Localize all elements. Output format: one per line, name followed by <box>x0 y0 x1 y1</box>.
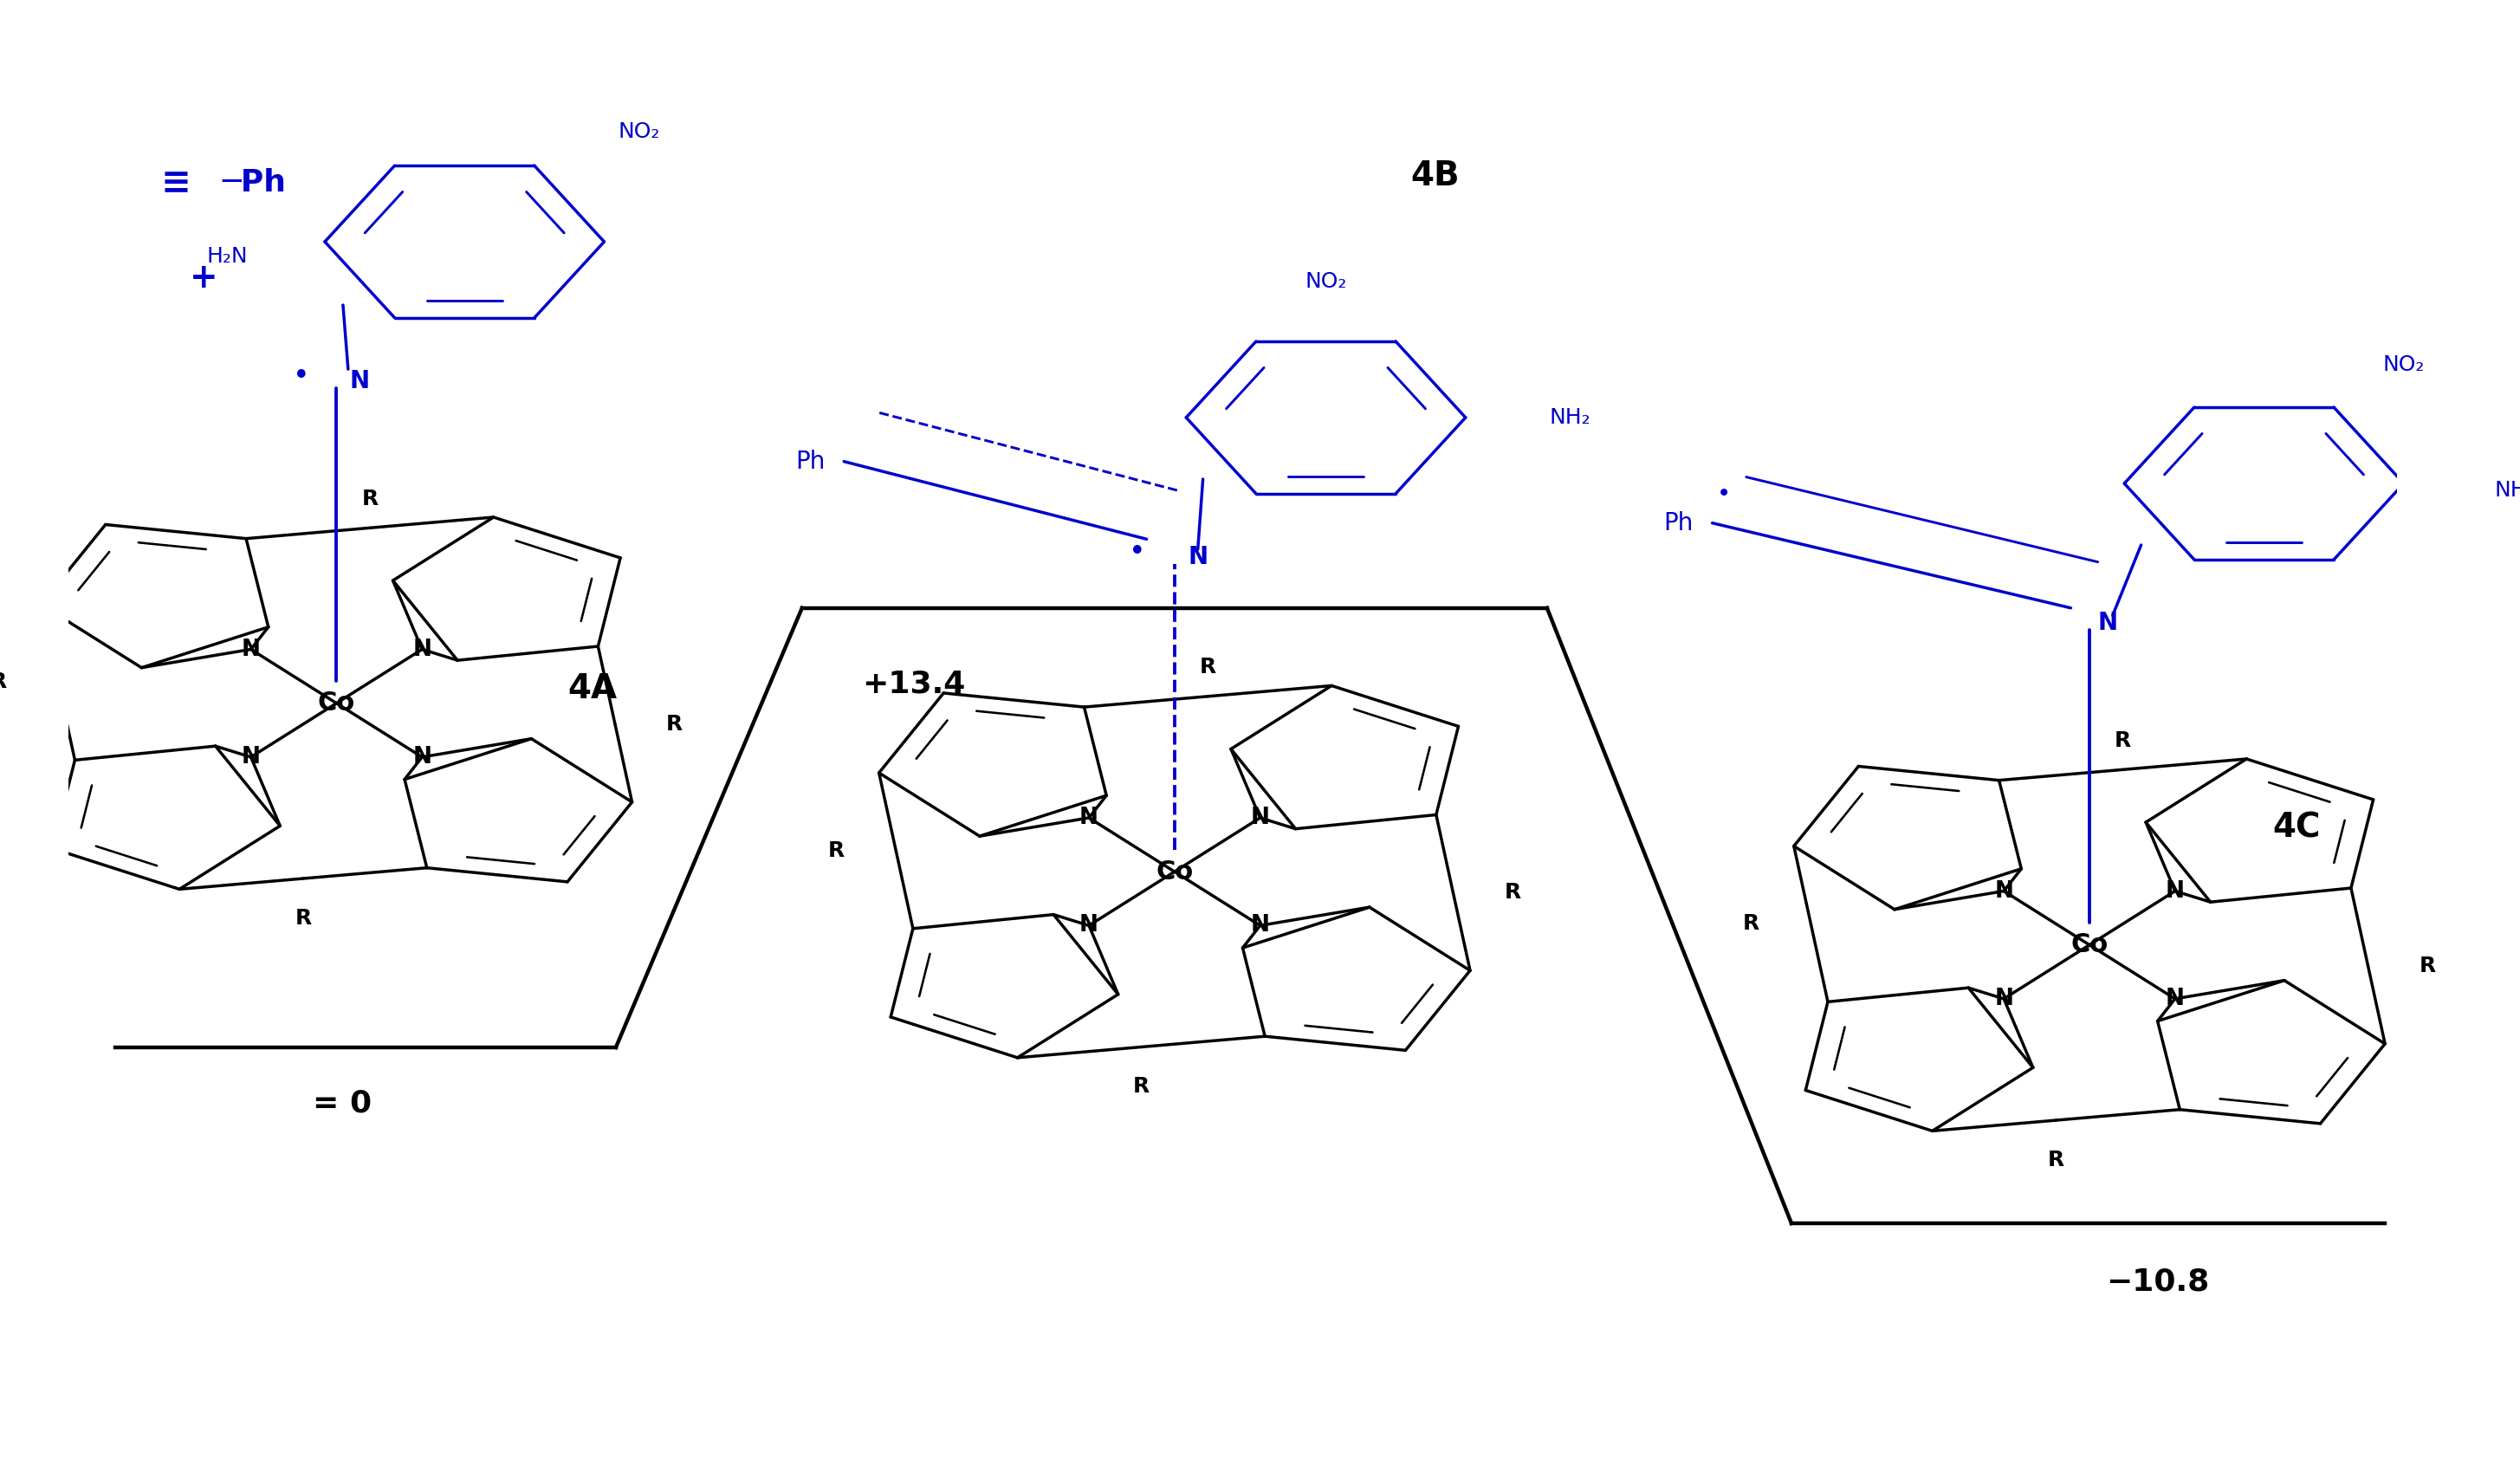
Text: N: N <box>1993 987 2013 1009</box>
Text: H₂N: H₂N <box>207 246 247 267</box>
Text: NO₂: NO₂ <box>2384 355 2424 375</box>
Text: N: N <box>1187 545 1207 568</box>
Text: N: N <box>242 639 260 661</box>
Text: R: R <box>1134 1077 1149 1097</box>
Text: N: N <box>2099 611 2119 634</box>
Text: = 0: = 0 <box>312 1088 373 1118</box>
Text: •: • <box>292 362 310 391</box>
Text: Ph: Ph <box>1663 511 1693 535</box>
Text: N: N <box>413 746 431 768</box>
Text: ≡: ≡ <box>161 166 192 201</box>
Text: NO₂: NO₂ <box>1305 271 1346 292</box>
Text: R: R <box>2114 730 2132 750</box>
Text: N: N <box>2165 987 2185 1009</box>
Text: •: • <box>1129 538 1147 567</box>
Text: N: N <box>1079 914 1099 936</box>
Text: NH₂: NH₂ <box>2495 481 2520 501</box>
Text: N: N <box>1250 914 1270 936</box>
Text: R: R <box>829 841 844 861</box>
Text: •: • <box>1716 482 1731 505</box>
Text: R: R <box>1504 882 1522 902</box>
Text: N: N <box>1250 807 1270 829</box>
Text: N: N <box>1993 880 2013 902</box>
Text: 4B: 4B <box>1411 160 1459 192</box>
Text: +13.4: +13.4 <box>862 670 965 699</box>
Text: 4A: 4A <box>567 672 617 705</box>
Text: R: R <box>1744 914 1759 935</box>
Text: R: R <box>2419 955 2437 976</box>
Text: R: R <box>295 908 312 929</box>
Text: 4C: 4C <box>2273 812 2321 844</box>
Text: N: N <box>242 746 260 768</box>
Text: R: R <box>1200 656 1217 677</box>
Text: Ph: Ph <box>796 450 827 473</box>
Text: R: R <box>0 672 8 693</box>
Text: R: R <box>360 488 378 508</box>
Text: R: R <box>665 713 683 734</box>
Text: NH₂: NH₂ <box>1550 407 1590 428</box>
Text: N: N <box>2165 880 2185 902</box>
Text: R: R <box>2049 1150 2064 1171</box>
Text: Co: Co <box>1157 858 1194 885</box>
Text: +: + <box>189 262 217 294</box>
Text: −10.8: −10.8 <box>2107 1267 2210 1297</box>
Text: N: N <box>350 369 370 393</box>
Text: ─Ph: ─Ph <box>222 168 287 198</box>
Text: N: N <box>1079 807 1099 829</box>
Text: Co: Co <box>318 690 355 716</box>
Text: N: N <box>413 639 431 661</box>
Text: NO₂: NO₂ <box>617 122 660 142</box>
Text: Co: Co <box>2071 932 2109 958</box>
